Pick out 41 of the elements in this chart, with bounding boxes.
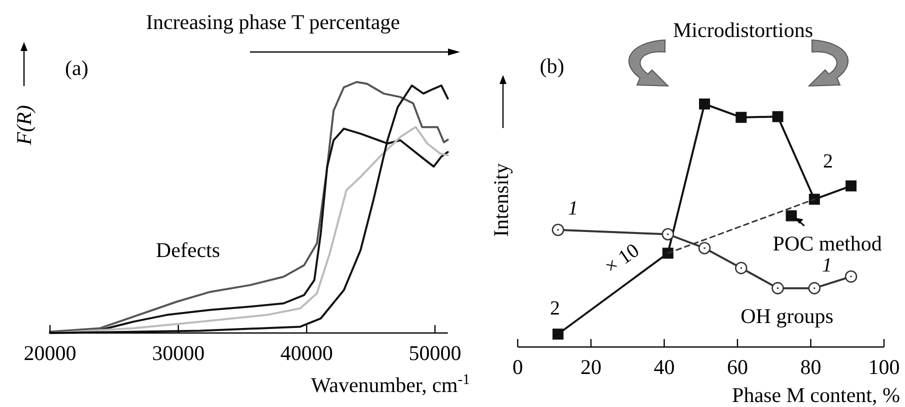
annotation: 2: [823, 150, 833, 173]
x-tick-label: 40000: [280, 341, 333, 365]
point: [699, 98, 710, 110]
x-tick-label: 60: [726, 355, 748, 379]
x-tick-label: 80: [800, 355, 822, 379]
point: [698, 242, 711, 254]
point: [846, 180, 857, 192]
point: [844, 270, 858, 283]
point: [662, 248, 674, 259]
point: [808, 282, 821, 294]
annotation: Defects: [156, 238, 220, 262]
text: Microdistortions: [673, 18, 813, 42]
y-axis-title: Intensity: [488, 162, 513, 237]
annotation: POC method: [772, 232, 882, 256]
y-axis-title: F(R): [12, 105, 36, 146]
x-tick-label: 20000: [24, 341, 76, 365]
text: (a): [65, 56, 88, 80]
point: [552, 328, 564, 340]
x-tick-label: 20: [580, 355, 602, 379]
x-tick-label: 100: [868, 355, 900, 379]
point: [552, 224, 564, 236]
point: [772, 111, 784, 122]
annotation: × 10: [601, 239, 644, 278]
annotation: 2: [550, 298, 560, 320]
point: [662, 228, 674, 240]
x-tick-label: 40: [654, 355, 675, 379]
point: [808, 194, 820, 205]
text: (b): [540, 54, 564, 78]
x-tick-label: 0: [512, 355, 523, 379]
annotation: 1: [822, 254, 832, 277]
annotation: OH groups: [740, 304, 834, 328]
x-tick-label: 50000: [408, 341, 462, 365]
point: [736, 112, 747, 123]
point: [772, 282, 784, 294]
annotation: 1: [568, 198, 578, 220]
point: [786, 210, 797, 222]
x-axis-title: Wavenumber, cm$^{-1}$: [311, 372, 470, 397]
x-tick-label: 30000: [152, 341, 205, 365]
text: Increasing phase T percentage: [146, 10, 400, 34]
x-axis-title: Phase M content, %: [732, 383, 900, 407]
point: [734, 262, 748, 274]
